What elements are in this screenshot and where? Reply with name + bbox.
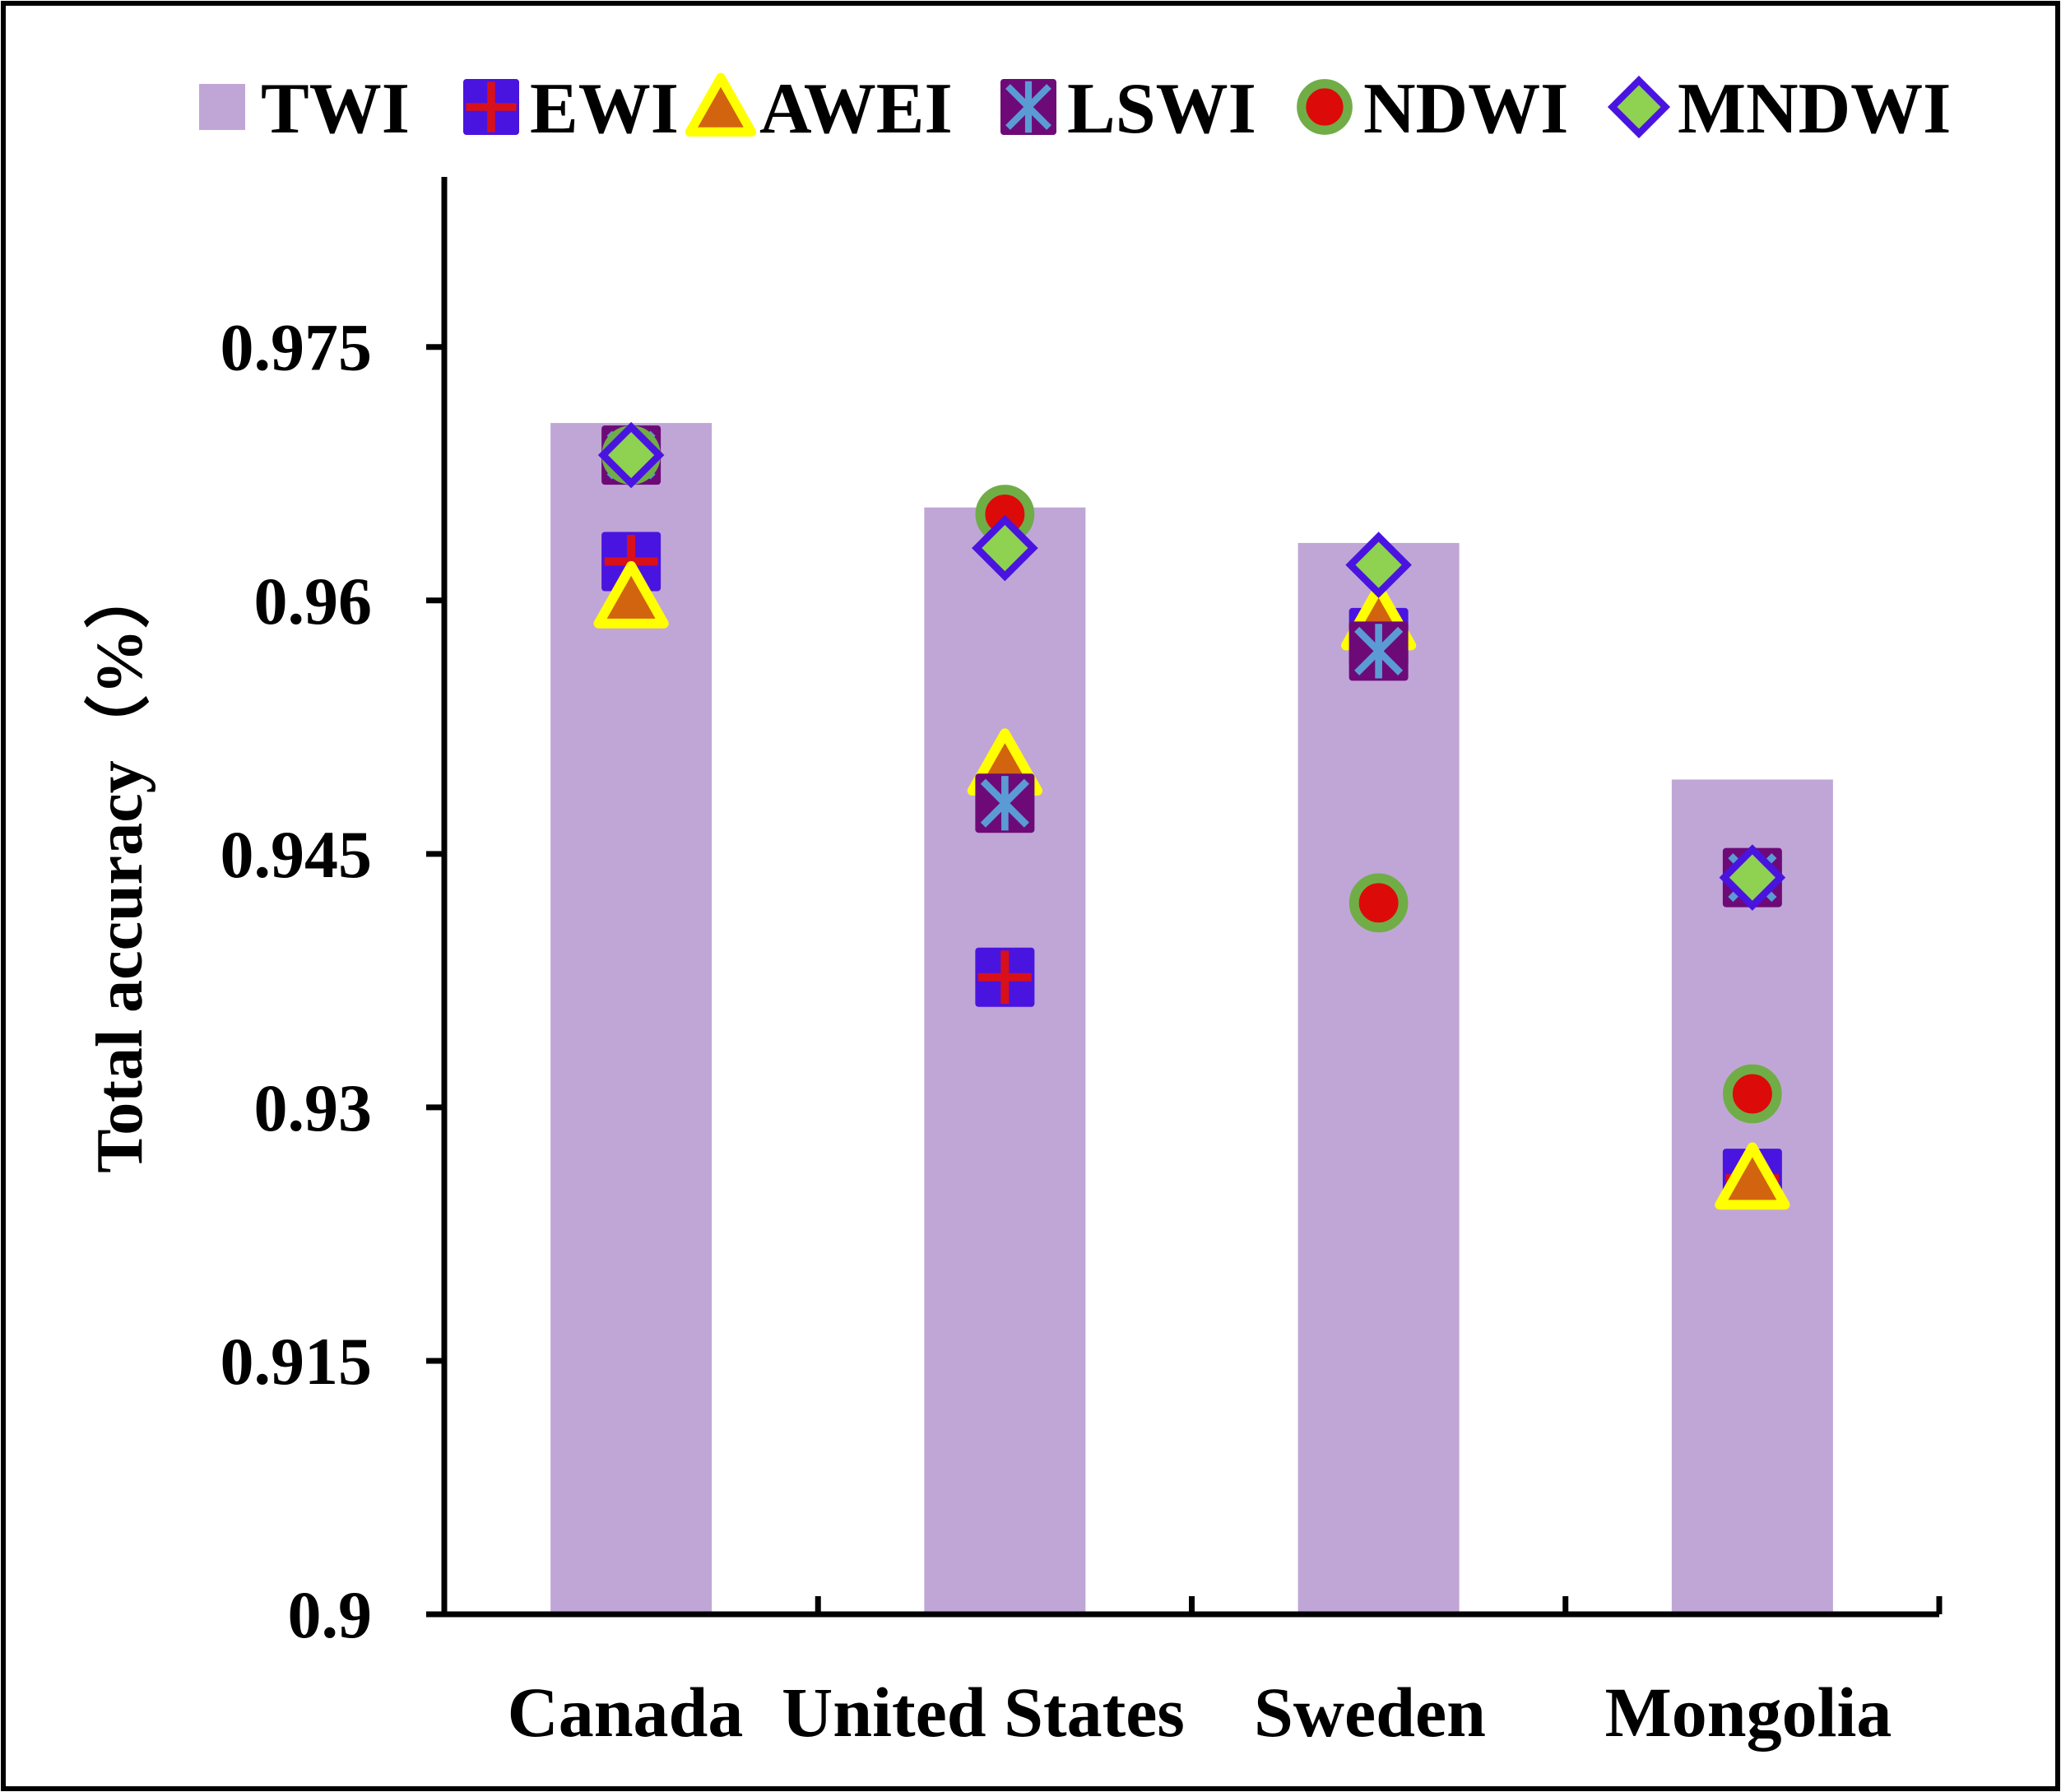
marker-mndwi-sweden (1345, 532, 1412, 598)
legend-marker-twi-shape (199, 84, 245, 130)
marker-lswi-united-states (975, 773, 1035, 833)
legend-marker-lswi (1000, 79, 1056, 135)
marker-mndwi-mongolia-shape (1719, 844, 1786, 911)
legend-marker-awei-shape (685, 72, 757, 137)
legend-label-awei: AWEI (759, 69, 953, 149)
marker-mndwi-united-states (972, 514, 1038, 582)
marker-ndwi-sweden (1348, 873, 1409, 933)
marker-mndwi-canada (597, 421, 665, 489)
axes: 0.9 0.915 0.93 0.945 0.96 0.975 Canada United S… (220, 177, 1943, 1752)
legend-item-twi: TWI (199, 69, 410, 149)
legend-label-mndwi: MNDWI (1678, 69, 1951, 149)
marker-ewi-united-states (975, 947, 1035, 1007)
marker-lswi-sweden (1348, 621, 1409, 681)
legend-label-ndwi: NDWI (1363, 69, 1568, 149)
legend-marker-ndwi-shape (1297, 79, 1353, 135)
x-tick-label-mongolia: Mongolia (1605, 1673, 1892, 1752)
legend: TWI EWI AWEI LSWI NDWI MNDWI (199, 69, 1951, 149)
markers (593, 421, 1790, 1210)
marker-mndwi-canada-shape (597, 421, 665, 489)
y-tick-label: 0.93 (254, 1070, 373, 1145)
marker-mndwi-united-states-shape (972, 514, 1038, 582)
legend-label-ewi: EWI (530, 69, 679, 149)
legend-label-twi: TWI (261, 69, 410, 149)
legend-label-lswi: LSWI (1067, 69, 1256, 149)
legend-marker-mndwi (1607, 75, 1671, 139)
marker-awei-mongolia (1715, 1142, 1790, 1210)
y-tick-label: 0.915 (220, 1324, 373, 1399)
y-tick-label: 0.945 (220, 817, 373, 892)
marker-awei-canada-shape (593, 560, 669, 629)
legend-item-ndwi: NDWI (1297, 69, 1568, 149)
bars (550, 423, 1833, 1615)
legend-marker-ndwi (1297, 79, 1353, 135)
legend-item-mndwi: MNDWI (1607, 69, 1951, 149)
marker-lswi-sweden-star-d2 (1354, 626, 1404, 675)
marker-awei-canada (593, 560, 669, 629)
legend-item-awei: AWEI (685, 69, 953, 149)
marker-ndwi-mongolia-shape (1723, 1064, 1782, 1124)
y-tick-label: 0.9 (288, 1577, 373, 1652)
bar-twi-sweden (1297, 542, 1460, 1614)
marker-ndwi-mongolia (1723, 1064, 1782, 1124)
legend-item-lswi: LSWI (1000, 69, 1256, 149)
x-tick-label-sweden: Sweden (1254, 1673, 1486, 1752)
x-tick-label-canada: Canada (508, 1673, 744, 1752)
legend-item-ewi: EWI (463, 69, 679, 149)
marker-mndwi-sweden-shape (1345, 532, 1412, 598)
marker-awei-mongolia-shape (1715, 1142, 1790, 1210)
legend-marker-awei (685, 72, 757, 137)
y-tick-label: 0.96 (254, 564, 373, 638)
marker-mndwi-mongolia (1719, 844, 1786, 911)
bar-twi-united-states (924, 507, 1086, 1615)
legend-marker-lswi-star-d2 (1005, 84, 1051, 130)
marker-lswi-united-states-star-d2 (980, 778, 1029, 828)
x-tick-label-united-states: United States (782, 1673, 1185, 1752)
legend-marker-mndwi-shape (1607, 75, 1671, 139)
marker-ndwi-sweden-shape (1348, 873, 1409, 933)
legend-marker-ewi (463, 79, 519, 135)
y-axis-label: Total accuracy（%） (84, 563, 156, 1172)
y-tick-label: 0.975 (220, 310, 373, 385)
legend-marker-twi (199, 84, 245, 130)
